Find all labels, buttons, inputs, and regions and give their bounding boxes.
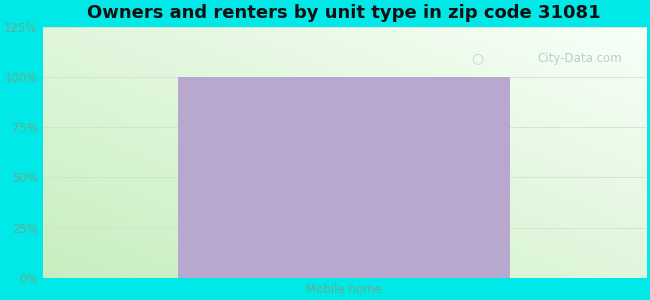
Bar [178,77,510,278]
Text: City-Data.com: City-Data.com [537,52,621,64]
Text: ○: ○ [471,52,483,66]
Title: Owners and renters by unit type in zip code 31081: Owners and renters by unit type in zip c… [87,4,601,22]
